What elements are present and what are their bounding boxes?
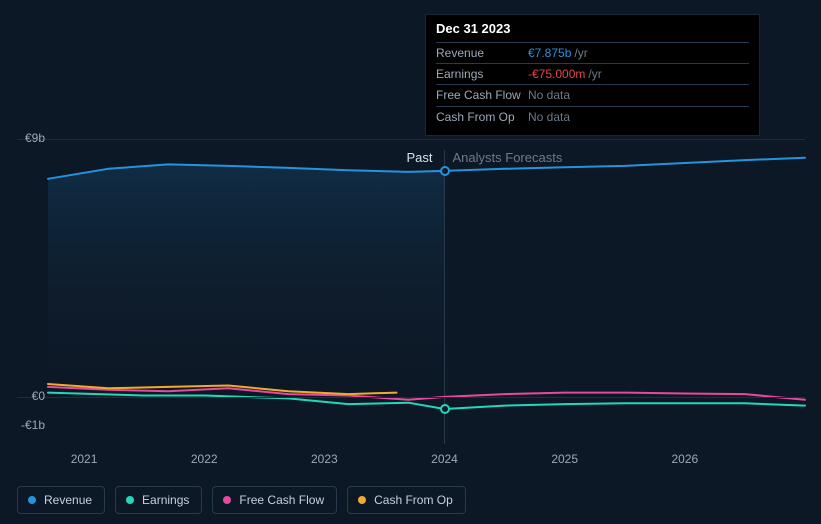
legend: Revenue Earnings Free Cash Flow Cash From O… — [17, 486, 466, 514]
x-tick-label: 2026 — [671, 452, 698, 466]
legend-dot-icon — [126, 496, 134, 504]
tooltip-date: Dec 31 2023 — [436, 21, 749, 40]
legend-dot-icon — [223, 496, 231, 504]
x-tick-label: 2024 — [431, 452, 458, 466]
tooltip-row: Earnings-€75.000m/yr — [436, 63, 749, 84]
tooltip: Dec 31 2023 Revenue€7.875b/yrEarnings-€7… — [425, 14, 760, 136]
tooltip-row-label: Revenue — [436, 45, 528, 61]
legend-item-revenue[interactable]: Revenue — [17, 486, 105, 514]
x-tick-label: 2021 — [71, 452, 98, 466]
tooltip-row-value: €7.875b — [528, 45, 571, 61]
past-shade — [48, 164, 445, 397]
legend-item-free_cash_flow[interactable]: Free Cash Flow — [212, 486, 337, 514]
tooltip-row-value: No data — [528, 87, 570, 103]
marker-earnings — [440, 404, 450, 414]
gridline — [17, 397, 805, 398]
legend-dot-icon — [358, 496, 366, 504]
x-tick-label: 2025 — [551, 452, 578, 466]
gridline — [17, 139, 805, 140]
tooltip-row: Revenue€7.875b/yr — [436, 42, 749, 63]
x-tick-label: 2023 — [311, 452, 338, 466]
legend-item-earnings[interactable]: Earnings — [115, 486, 202, 514]
x-tick-label: 2022 — [191, 452, 218, 466]
tooltip-row-label: Cash From Op — [436, 109, 528, 125]
tooltip-row-unit: /yr — [588, 66, 601, 82]
legend-label: Earnings — [142, 493, 189, 507]
legend-dot-icon — [28, 496, 36, 504]
marker-revenue — [440, 166, 450, 176]
legend-label: Revenue — [44, 493, 92, 507]
y-tick-label: €9b — [17, 131, 45, 145]
tooltip-row-label: Earnings — [436, 66, 528, 82]
tooltip-row: Free Cash FlowNo data — [436, 84, 749, 105]
y-tick-label: -€1b — [17, 418, 45, 432]
y-tick-label: €0 — [17, 389, 45, 403]
legend-item-cash_from_op[interactable]: Cash From Op — [347, 486, 466, 514]
tooltip-row-label: Free Cash Flow — [436, 87, 528, 103]
tooltip-row: Cash From OpNo data — [436, 106, 749, 127]
label-forecast: Analysts Forecasts — [453, 150, 563, 165]
tooltip-row-unit: /yr — [574, 45, 587, 61]
tooltip-row-value: No data — [528, 109, 570, 125]
tooltip-row-value: -€75.000m — [528, 66, 585, 82]
legend-label: Cash From Op — [374, 493, 453, 507]
legend-label: Free Cash Flow — [239, 493, 324, 507]
label-past: Past — [407, 150, 433, 165]
